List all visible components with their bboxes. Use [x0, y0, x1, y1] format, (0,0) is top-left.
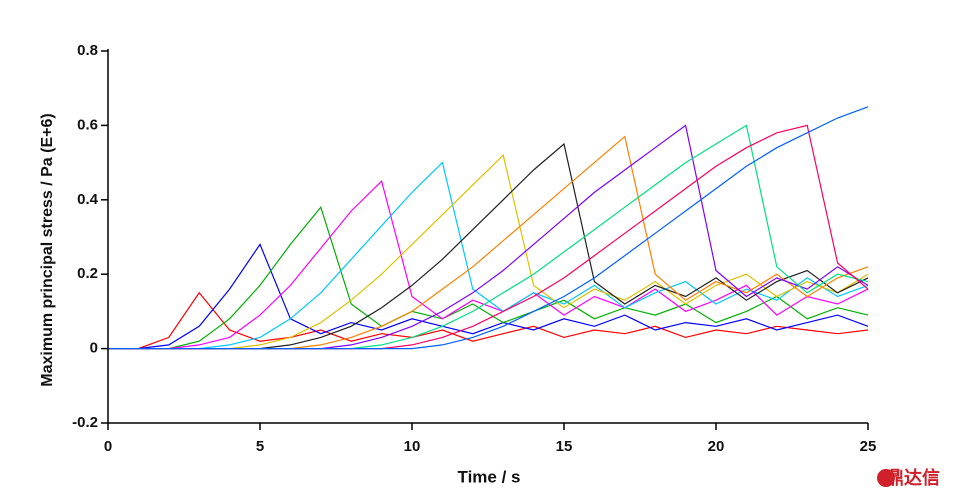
x-tick-label: 0	[104, 438, 112, 455]
series-line	[108, 180, 869, 350]
series-line	[108, 154, 869, 350]
y-tick-label: 0	[90, 340, 98, 357]
series-line	[108, 142, 869, 350]
y-tick-label: 0.8	[77, 42, 98, 59]
y-axis-label: Maximum principal stress / Pa (E+6)	[39, 113, 56, 386]
x-tick-label: 10	[404, 438, 421, 455]
series-line	[108, 124, 869, 350]
x-tick-label: 20	[708, 438, 725, 455]
y-tick-label: 0.2	[77, 265, 98, 282]
watermark: 鼎达信	[886, 467, 940, 488]
series-line	[108, 135, 869, 350]
watermark-logo	[877, 469, 895, 487]
x-tick-label: 25	[860, 438, 877, 455]
y-tick-label: 0.6	[77, 116, 98, 133]
x-axis-label: Time / s	[458, 467, 521, 486]
series-line	[108, 243, 869, 350]
series-line	[108, 205, 869, 350]
y-tick-label: 0.4	[77, 191, 99, 208]
series-line	[108, 291, 869, 350]
x-tick-label: 15	[556, 438, 573, 455]
series-line	[108, 106, 869, 350]
x-tick-label: 5	[256, 438, 264, 455]
y-tick-label: -0.2	[72, 414, 98, 431]
